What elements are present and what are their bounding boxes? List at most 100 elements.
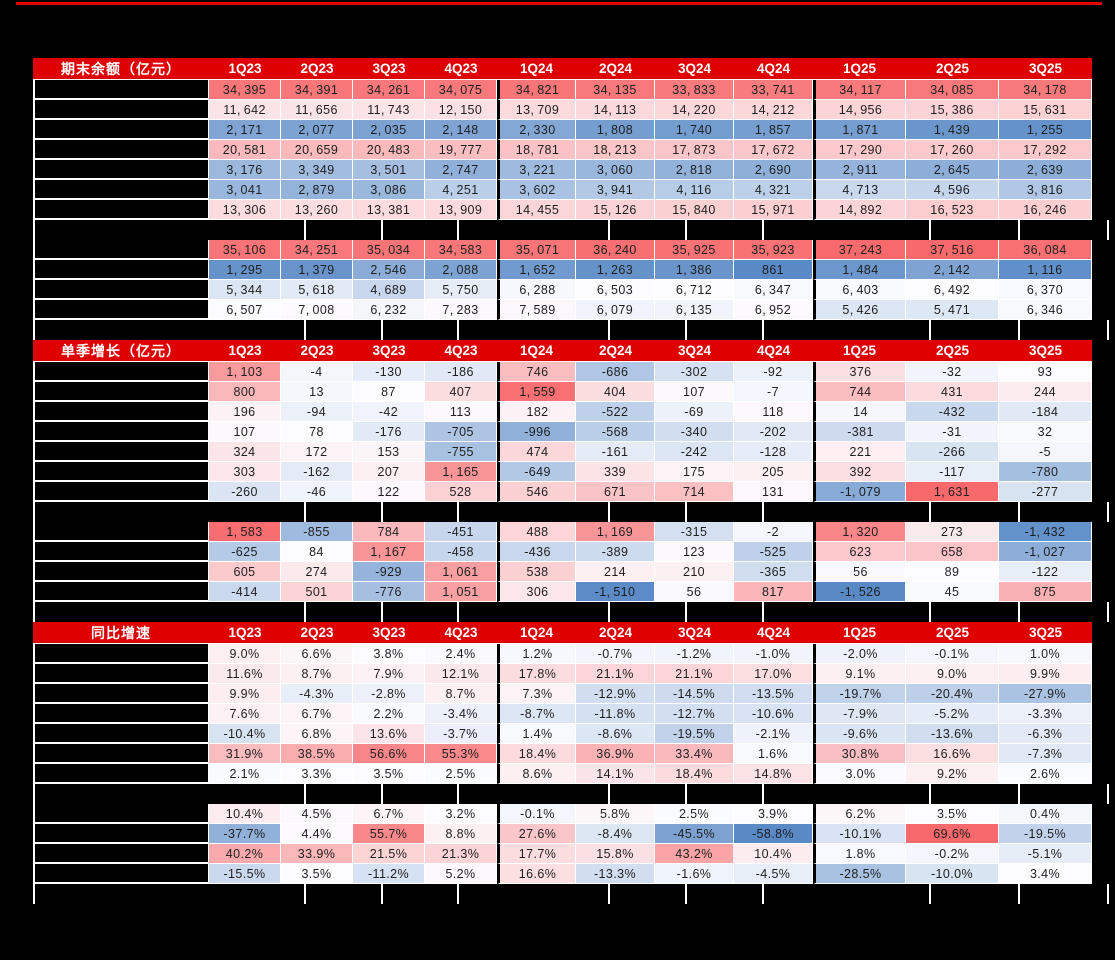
data-cell: 1.2% xyxy=(497,644,576,664)
data-cell: 34, 085 xyxy=(906,80,999,100)
data-cell: 13, 909 xyxy=(425,200,497,220)
data-cell: -42 xyxy=(353,402,425,422)
data-cell: 123 xyxy=(655,542,734,562)
data-cell: 1, 439 xyxy=(906,120,999,140)
sheet-gridline-tick xyxy=(381,502,383,522)
data-cell: 15, 631 xyxy=(999,100,1092,120)
data-cell: 1, 559 xyxy=(497,382,576,402)
data-cell: 10.4% xyxy=(734,844,813,864)
data-cell: 6, 079 xyxy=(576,300,655,320)
sheet-gridline-tick xyxy=(457,220,459,240)
data-cell: 34, 395 xyxy=(209,80,281,100)
data-cell: -58.8% xyxy=(734,824,813,844)
data-cell: -92 xyxy=(734,362,813,382)
data-cell: -10.1% xyxy=(813,824,906,844)
data-cell: -1.2% xyxy=(655,644,734,664)
data-cell: 11, 743 xyxy=(353,100,425,120)
data-cell: -649 xyxy=(497,462,576,482)
data-cell: 12.1% xyxy=(425,664,497,684)
sheet-gridline-tick xyxy=(608,784,610,804)
column-header-1q23: 1Q23 xyxy=(209,622,281,644)
data-cell: 1, 167 xyxy=(353,542,425,562)
data-cell: 2, 171 xyxy=(209,120,281,140)
data-cell: 6, 492 xyxy=(906,280,999,300)
data-cell: -186 xyxy=(425,362,497,382)
sheet-gridline-tick xyxy=(1018,502,1020,522)
data-cell: -6.3% xyxy=(999,724,1092,744)
data-cell: -7.3% xyxy=(999,744,1092,764)
data-cell: 3.5% xyxy=(353,764,425,784)
data-cell: -13.3% xyxy=(576,864,655,884)
table-row: 1, 583 -855 784 -451 488 1, 169 -315 -2 1, 320 27… xyxy=(33,522,1092,542)
data-cell: -242 xyxy=(655,442,734,462)
data-cell: 1.6% xyxy=(734,744,813,764)
sheet-gridline-tick xyxy=(33,602,35,622)
data-cell: -381 xyxy=(813,422,906,442)
sheet-gridline-ticks-row xyxy=(33,602,1109,622)
data-cell: 221 xyxy=(813,442,906,462)
row-label-redacted xyxy=(33,562,209,582)
sheet-gridline-tick xyxy=(1107,320,1109,340)
data-cell: -10.4% xyxy=(209,724,281,744)
data-cell: -4 xyxy=(281,362,353,382)
row-label-redacted xyxy=(33,280,209,300)
data-cell: 27.6% xyxy=(497,824,576,844)
data-cell: 17, 672 xyxy=(734,140,813,160)
data-cell: 7, 589 xyxy=(497,300,576,320)
data-cell: -414 xyxy=(209,582,281,602)
data-cell: 15, 840 xyxy=(655,200,734,220)
data-cell: -5.2% xyxy=(906,704,999,724)
row-label-redacted xyxy=(33,582,209,602)
data-cell: -432 xyxy=(906,402,999,422)
data-cell: 5, 750 xyxy=(425,280,497,300)
data-cell: 9.9% xyxy=(999,664,1092,684)
data-cell: 1, 871 xyxy=(813,120,906,140)
data-cell: -705 xyxy=(425,422,497,442)
data-cell: 6.7% xyxy=(353,804,425,824)
table-row: 3, 176 3, 349 3, 501 2, 747 3, 221 3, 060 2, 8… xyxy=(33,160,1092,180)
top-red-rule xyxy=(16,2,1102,5)
data-cell: -202 xyxy=(734,422,813,442)
data-cell: 5, 471 xyxy=(906,300,999,320)
data-cell: 2.4% xyxy=(425,644,497,664)
sheet-gridline-tick xyxy=(685,784,687,804)
data-cell: 1, 631 xyxy=(906,482,999,502)
sheet-gridline-tick xyxy=(1018,784,1020,804)
column-header-1q25: 1Q25 xyxy=(813,58,906,80)
sheet-gridline-tick xyxy=(608,884,610,904)
data-cell: 2, 546 xyxy=(353,260,425,280)
data-cell: 1, 169 xyxy=(576,522,655,542)
data-cell: -776 xyxy=(353,582,425,602)
sheet-gridline-tick xyxy=(33,884,35,904)
data-cell: -1.6% xyxy=(655,864,734,884)
sheet-gridline-tick xyxy=(929,220,931,240)
data-cell: 36, 084 xyxy=(999,240,1092,260)
data-cell: 1, 320 xyxy=(813,522,906,542)
data-cell: 21.1% xyxy=(655,664,734,684)
data-cell: 32 xyxy=(999,422,1092,442)
data-cell: 56.6% xyxy=(353,744,425,764)
data-cell: 6, 712 xyxy=(655,280,734,300)
table-row: -10.4% 6.8% 13.6% -3.7% 1.4% -8.6% -19.5% -2.1%… xyxy=(33,724,1092,744)
data-cell: 2.6% xyxy=(999,764,1092,784)
sheet-gridline-tick xyxy=(1107,502,1109,522)
data-cell: 38.5% xyxy=(281,744,353,764)
column-header-4q24: 4Q24 xyxy=(734,58,813,80)
sheet-gridline-tick xyxy=(685,220,687,240)
column-header-3q23: 3Q23 xyxy=(353,622,425,644)
data-cell: 1, 379 xyxy=(281,260,353,280)
data-cell: 546 xyxy=(497,482,576,502)
data-cell: -755 xyxy=(425,442,497,462)
table-row: 1, 103 -4 -130 -186 746 -686 -302 -92 376 -32 93 xyxy=(33,362,1092,382)
data-cell: -686 xyxy=(576,362,655,382)
row-label-redacted xyxy=(33,260,209,280)
sheet-gridline-tick xyxy=(304,320,306,340)
data-cell: 210 xyxy=(655,562,734,582)
table-row: -15.5% 3.5% -11.2% 5.2% 16.6% -13.3% -1.6% -4.5… xyxy=(33,864,1092,884)
data-cell: -69 xyxy=(655,402,734,422)
data-cell: 33, 833 xyxy=(655,80,734,100)
data-cell: -315 xyxy=(655,522,734,542)
data-cell: 658 xyxy=(906,542,999,562)
row-label-redacted xyxy=(33,180,209,200)
sheet-gridline-tick xyxy=(457,320,459,340)
